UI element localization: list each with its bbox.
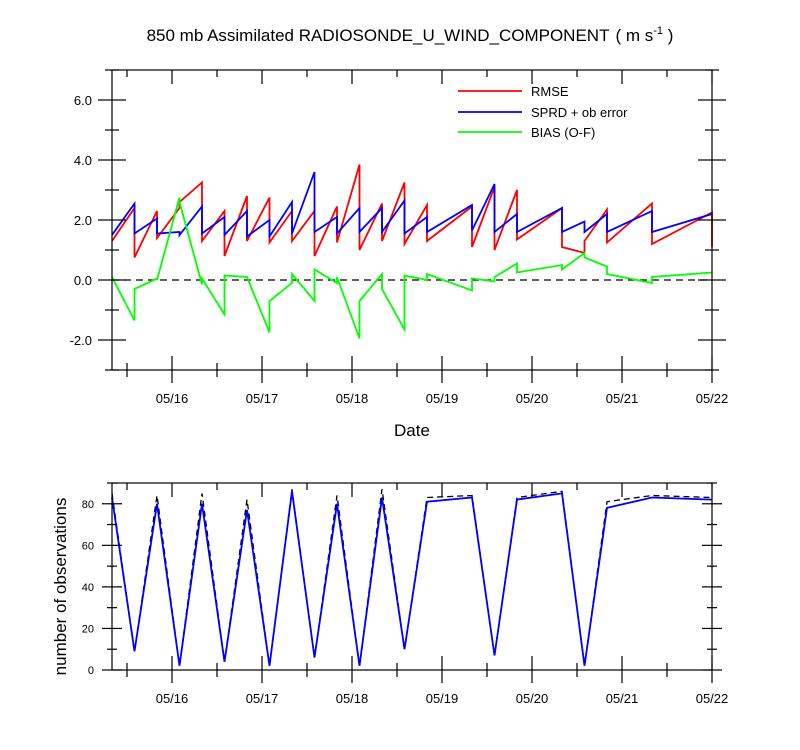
x-tick-label: 05/22 (696, 391, 729, 406)
series-line-obs-possible (111, 489, 713, 666)
x-tick-label: 05/18 (336, 691, 369, 706)
chart-title: 850 mb Assimilated RADIOSONDE_U_WIND_COM… (147, 25, 674, 45)
series-line-rmse (111, 164, 713, 258)
x-tick-label: 05/19 (426, 391, 459, 406)
legend: RMSE SPRD + ob error BIAS (O-F) (458, 84, 628, 140)
x-tick-label: 05/16 (156, 391, 189, 406)
y-tick-label: 2.0 (74, 213, 92, 228)
x-tick-label: 05/20 (516, 691, 549, 706)
series-line-bias-o-f (111, 197, 713, 339)
y-tick-label: 0.0 (74, 273, 92, 288)
x-tick-label: 05/17 (246, 391, 279, 406)
legend-label: RMSE (531, 84, 569, 99)
series-line-sprd-ob-error (111, 171, 713, 240)
x-tick-label: 05/22 (696, 691, 729, 706)
y-tick-label: 0 (88, 665, 94, 677)
y-tick-label: -2.0 (70, 333, 92, 348)
y-tick-label: 20 (82, 623, 94, 635)
legend-label: SPRD + ob error (531, 105, 628, 120)
x-tick-label: 05/21 (606, 691, 639, 706)
series-line-obs-assimilated (111, 491, 713, 666)
y-tick-label: 4.0 (74, 153, 92, 168)
y-tick-label: 60 (82, 540, 94, 552)
y-tick-label: 6.0 (74, 93, 92, 108)
x-tick-label: 05/21 (606, 391, 639, 406)
bottom-chart: 05/16 05/17 05/18 05/19 05/20 05/21 05/22 0 20 40… (51, 482, 729, 706)
x-axis-title: Date (394, 421, 430, 440)
x-tick-label: 05/16 (156, 691, 189, 706)
y-tick-label: 80 (82, 499, 94, 511)
legend-label: BIAS (O-F) (531, 125, 595, 140)
y-axis-title: number of observations (51, 498, 70, 676)
x-tick-label: 05/18 (336, 391, 369, 406)
bottom-plot-frame (111, 482, 713, 671)
x-tick-label: 05/17 (246, 691, 279, 706)
x-tick-label: 05/19 (426, 691, 459, 706)
y-tick-label: 40 (82, 582, 94, 594)
x-tick-label: 05/20 (516, 391, 549, 406)
top-chart: 850 mb Assimilated RADIOSONDE_U_WIND_COM… (70, 25, 729, 440)
